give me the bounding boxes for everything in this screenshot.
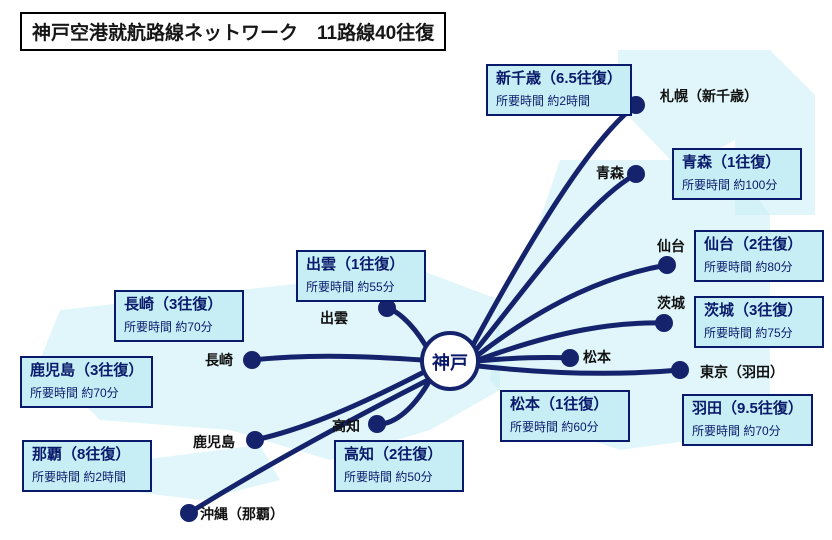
route-box-header: 長崎（3往復） (124, 296, 234, 314)
route-box-header: 茨城（3往復） (704, 302, 814, 320)
city-label-izumo: 出雲 (320, 308, 348, 328)
route-box-header: 羽田（9.5往復） (692, 400, 803, 418)
city-label-sendai: 仙台 (657, 236, 685, 256)
route-box-sendai: 仙台（2往復） 所要時間 約80分 (694, 230, 824, 282)
route-box-header: 青森（1往復） (682, 154, 792, 172)
route-box-time: 所要時間 約80分 (704, 258, 814, 275)
route-box-time: 所要時間 約2時間 (496, 92, 622, 109)
route-box-kochi: 高知（2往復） 所要時間 約50分 (334, 440, 464, 492)
route-box-header: 出雲（1往復） (306, 256, 416, 274)
route-box-aomori: 青森（1往復） 所要時間 約100分 (672, 148, 802, 200)
route-box-time: 所要時間 約2時間 (32, 468, 142, 485)
route-box-time: 所要時間 約75分 (704, 324, 814, 341)
route-box-ibaraki: 茨城（3往復） 所要時間 約75分 (694, 296, 824, 348)
route-box-header: 鹿児島（3往復） (30, 362, 143, 380)
route-box-haneda: 羽田（9.5往復） 所要時間 約70分 (682, 394, 813, 446)
route-box-time: 所要時間 約70分 (124, 318, 234, 335)
route-box-header: 新千歳（6.5往復） (496, 70, 622, 88)
city-label-ibaraki: 茨城 (657, 293, 685, 313)
city-label-naha: 沖縄（那覇） (200, 504, 284, 524)
route-box-header: 松本（1往復） (510, 396, 620, 414)
city-label-nagasaki: 長崎 (205, 350, 233, 370)
route-box-naha: 那覇（8往復） 所要時間 約2時間 (22, 440, 152, 492)
route-box-time: 所要時間 約60分 (510, 418, 620, 435)
city-label-haneda: 東京（羽田） (700, 362, 784, 382)
route-box-izumo: 出雲（1往復） 所要時間 約55分 (296, 250, 426, 302)
route-box-time: 所要時間 約70分 (30, 384, 143, 401)
route-box-shinchitose: 新千歳（6.5往復） 所要時間 約2時間 (486, 64, 632, 116)
city-label-kochi: 高知 (332, 416, 360, 436)
city-label-aomori: 青森 (596, 163, 624, 183)
route-box-nagasaki: 長崎（3往復） 所要時間 約70分 (114, 290, 244, 342)
route-box-time: 所要時間 約70分 (692, 422, 803, 439)
route-box-time: 所要時間 約100分 (682, 176, 792, 193)
city-label-kagoshima: 鹿児島 (193, 432, 235, 452)
route-box-kagoshima: 鹿児島（3往復） 所要時間 約70分 (20, 356, 153, 408)
route-box-header: 高知（2往復） (344, 446, 454, 464)
route-box-header: 仙台（2往復） (704, 236, 814, 254)
hub-label: 神戸 (432, 349, 468, 375)
route-box-time: 所要時間 約50分 (344, 468, 454, 485)
route-box-matsumoto: 松本（1往復） 所要時間 約60分 (500, 390, 630, 442)
city-label-shinchitose: 札幌（新千歳） (660, 86, 758, 106)
city-label-matsumoto: 松本 (583, 347, 611, 367)
route-box-header: 那覇（8往復） (32, 446, 142, 464)
route-box-time: 所要時間 約55分 (306, 278, 416, 295)
